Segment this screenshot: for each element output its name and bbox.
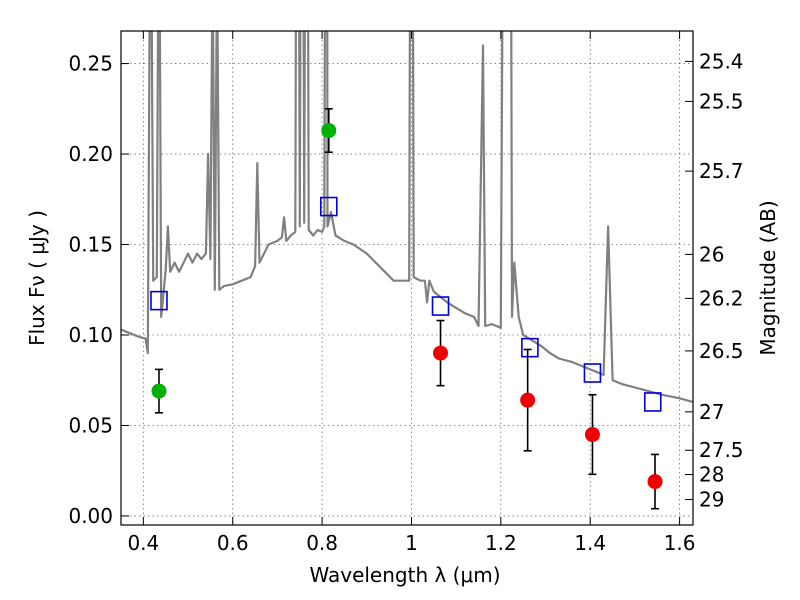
y-tick-label: 0.20 [68, 142, 113, 166]
y2-tick-label: 25.4 [699, 49, 744, 73]
x-tick-label: 0.8 [306, 531, 338, 555]
model-photometry-point [319, 196, 338, 217]
y2-axis-label: Magnitude (AB) [756, 200, 780, 355]
y2-tick-label: 28 [699, 462, 724, 486]
x-tick-label: 1 [405, 531, 418, 555]
y2-tick-label: 26 [699, 242, 724, 266]
x-axis-label: Wavelength λ (μm) [309, 563, 500, 587]
observed-flux-point [151, 383, 167, 399]
observed-flux-point [520, 392, 536, 408]
y2-tick-label: 25.5 [699, 89, 744, 113]
plot-frame [120, 30, 694, 526]
y-tick-label: 0.05 [68, 413, 113, 437]
y2-tick-label: 26.5 [699, 339, 744, 363]
model-photometry-point [150, 290, 168, 311]
x-axis: 0.4 0.6 0.8 1 1.2 1.4 1.6 [127, 31, 696, 555]
y-axis-label: Flux Fν ( μJy ) [25, 210, 49, 346]
observed-flux-point [433, 345, 449, 361]
y2-tick-label: 27 [699, 400, 724, 424]
observed-flux-point [584, 427, 600, 443]
y2-tick-label: 25.7 [699, 159, 744, 183]
y-tick-label: 0.15 [68, 233, 113, 257]
x-tick-label: 1.2 [485, 531, 517, 555]
y-tick-label: 0.25 [68, 52, 113, 76]
y2-tick-label: 27.5 [699, 438, 744, 462]
model-photometry-point [431, 296, 450, 316]
x-tick-label: 0.6 [217, 531, 249, 555]
model-photometry-point [643, 392, 662, 412]
model-photometry-point [583, 363, 602, 383]
y2-tick-label: 26.2 [699, 286, 744, 310]
observed-flux-point [321, 123, 337, 139]
x-tick-label: 1.4 [574, 531, 606, 555]
x-tick-label: 1.6 [664, 531, 696, 555]
y-tick-label: 0.00 [68, 504, 113, 528]
observed-flux-point [647, 474, 663, 490]
y-tick-label: 0.10 [68, 323, 113, 347]
y-axis-left: 0.00 0.05 0.10 0.15 0.20 0.25 [68, 52, 129, 528]
model-spectrum-line [121, 31, 693, 404]
x-tick-label: 0.4 [127, 531, 159, 555]
plot-area [121, 31, 693, 510]
y2-tick-label: 29 [699, 487, 724, 511]
model-photometry-point [521, 337, 539, 358]
